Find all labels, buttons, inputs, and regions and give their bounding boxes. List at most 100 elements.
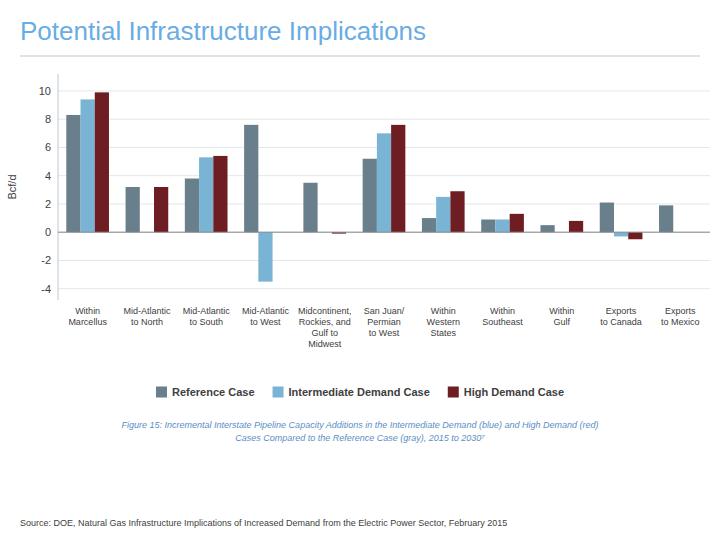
title-rule	[20, 56, 700, 57]
chart-container: Potential Infrastructure Implications-4-…	[0, 0, 720, 540]
grid	[58, 91, 710, 289]
x-tick-label: WithinWesternStates	[427, 306, 460, 338]
legend-label: Intermediate Demand Case	[289, 386, 430, 398]
y-tick-label: -4	[41, 283, 51, 295]
x-tick-label-line: to West	[250, 317, 281, 327]
bar	[258, 232, 272, 281]
x-tick-label: San Juan/Permianto West	[364, 306, 405, 338]
source-text: Source: DOE, Natural Gas Infrastructure …	[20, 518, 507, 528]
x-tick-label-line: Marcellus	[68, 317, 107, 327]
bar	[569, 221, 583, 232]
annotations: Figure 15: Incremental Interstate Pipeli…	[20, 420, 598, 528]
x-tick-label-line: Within	[549, 306, 574, 316]
y-tick-label: 2	[45, 198, 51, 210]
x-tick-label-line: to Mexico	[661, 317, 700, 327]
bar	[510, 214, 524, 232]
bar	[81, 99, 95, 232]
bar-series	[95, 92, 643, 239]
caption-text: Cases Compared to the Reference Case (gr…	[235, 433, 485, 443]
bar-series	[81, 99, 629, 281]
x-tick-label-line: San Juan/	[364, 306, 405, 316]
x-tick-label-line: Gulf to	[311, 328, 338, 338]
bar	[154, 187, 168, 232]
x-tick-label: WithinSoutheast	[482, 306, 523, 327]
bar	[628, 232, 642, 239]
grid-line	[58, 232, 710, 233]
bar	[422, 218, 436, 232]
bar	[199, 157, 213, 232]
x-tick-label-line: Within	[490, 306, 515, 316]
bar	[614, 232, 628, 236]
legend: Reference Case Intermediate Demand Case Hi…	[156, 386, 564, 398]
y-tick-label: 10	[39, 85, 51, 97]
y-ticks: -4 -2 0 2 4 6 8 10	[39, 85, 51, 295]
x-tick-label-line: Rockies, and	[299, 317, 351, 327]
x-tick-label: Exportsto Mexico	[661, 306, 700, 327]
x-tick-label-line: Mid-Atlantic	[242, 306, 290, 316]
x-tick-label-line: States	[431, 328, 457, 338]
bar	[659, 205, 673, 232]
x-tick-label: WithinMarcellus	[68, 306, 107, 327]
y-tick-label: -2	[41, 254, 51, 266]
x-tick-label-line: to West	[369, 328, 400, 338]
x-tick-label-line: Exports	[606, 306, 637, 316]
y-tick-label: 0	[45, 226, 51, 238]
x-tick-label-line: to South	[189, 317, 223, 327]
title: Potential Infrastructure Implications	[20, 16, 426, 46]
x-tick-label-line: to Canada	[600, 317, 642, 327]
x-tick-label: Mid-Atlanticto North	[123, 306, 171, 327]
x-tick-label-line: Gulf	[554, 317, 571, 327]
bar	[600, 203, 614, 233]
bar	[540, 225, 554, 232]
legend-label: Reference Case	[172, 386, 255, 398]
x-tick-label-line: Western	[427, 317, 460, 327]
grid-line	[58, 119, 710, 120]
y-axis-label: Bcf/d	[6, 174, 18, 199]
y-axis-line	[58, 74, 59, 300]
x-tick-label: Mid-Atlanticto West	[242, 306, 290, 327]
bar	[481, 219, 495, 232]
bar	[185, 179, 199, 233]
chart-svg: Potential Infrastructure Implications-4-…	[0, 0, 720, 540]
bar	[363, 159, 377, 232]
bar-series	[66, 115, 673, 232]
bar	[436, 197, 450, 232]
y-tick-label: 6	[45, 141, 51, 153]
bar	[66, 115, 80, 232]
bar	[391, 125, 405, 232]
x-tick-label-line: to North	[131, 317, 163, 327]
y-tick-label: 8	[45, 113, 51, 125]
background	[0, 0, 720, 540]
bar	[244, 125, 258, 232]
legend-swatch	[273, 387, 284, 398]
bar	[126, 187, 140, 232]
grid-line	[58, 288, 710, 289]
x-tick-label-line: Within	[431, 306, 456, 316]
legend-label: High Demand Case	[464, 386, 564, 398]
x-tick-label: Mid-Atlanticto South	[183, 306, 231, 327]
x-tick-label-line: Southeast	[482, 317, 523, 327]
bar	[95, 92, 109, 232]
x-tick-labels: WithinMarcellusMid-Atlanticto NorthMid-A…	[68, 306, 699, 349]
grid-line	[58, 260, 710, 261]
bar	[450, 191, 464, 232]
zero-line	[58, 232, 710, 233]
x-tick-label-line: Mid-Atlantic	[183, 306, 231, 316]
x-tick-label: WithinGulf	[549, 306, 574, 327]
legend-swatch	[156, 387, 167, 398]
x-tick-label-line: Midcontinent,	[298, 306, 352, 316]
legend-swatch	[448, 387, 459, 398]
y-tick-label: 4	[45, 170, 51, 182]
grid-line	[58, 90, 710, 91]
x-tick-label: Midcontinent,Rockies, andGulf toMidwest	[298, 306, 352, 349]
bar	[213, 156, 227, 232]
bar	[495, 219, 509, 232]
bar	[303, 183, 317, 232]
x-tick-label-line: Mid-Atlantic	[123, 306, 171, 316]
x-tick-label-line: Exports	[665, 306, 696, 316]
bars	[66, 92, 673, 281]
x-tick-label-line: Within	[75, 306, 100, 316]
bar	[377, 133, 391, 232]
x-tick-label: Exportsto Canada	[600, 306, 642, 327]
caption-text: Figure 15: Incremental Interstate Pipeli…	[122, 420, 599, 430]
